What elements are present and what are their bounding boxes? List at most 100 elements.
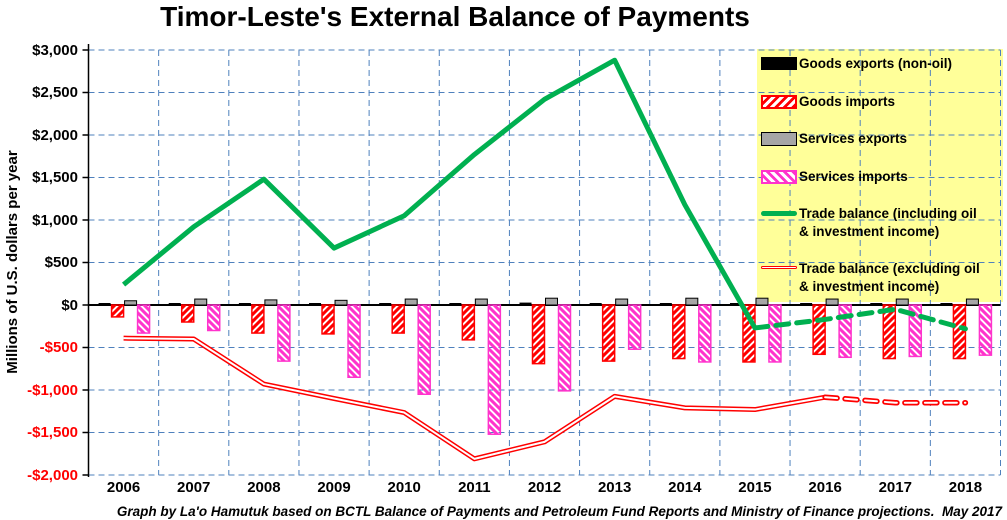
legend-swatch-line-red-icon [761,266,797,270]
bar-solid-gray-2007 [194,298,208,306]
legend-item: Goods exports (non-oil) [761,55,1001,73]
x-axis-tick-label: 2017 [878,479,912,496]
bar-hatched-magenta-2018 [978,304,993,356]
x-axis-tick-label: 2010 [387,479,421,496]
legend-label: Services exports [799,131,908,146]
legend-label: Services imports [799,168,908,184]
x-axis-tick-label: 2006 [106,479,141,496]
legend-item: Goods imports [761,93,1001,111]
bar-hatched-red-2013 [601,304,616,362]
bar-hatched-red-2011 [461,304,476,341]
source-footnote: Graph by La'o Hamutuk based on BCTL Bala… [116,504,1002,519]
legend-swatch-bar-gray-icon [761,132,797,146]
bar-solid-gray-2017 [895,298,909,306]
y-axis-tick-label: $500 [44,254,78,271]
bar-hatched-red-2016 [812,304,826,356]
bar-hatched-magenta-2010 [417,304,431,395]
bar-hatched-red-2012 [531,304,546,365]
bar-solid-black-2014 [659,303,672,306]
bar-solid-black-2011 [449,303,462,306]
y-axis-tick-label: -$1,000 [27,381,78,399]
bar-hatched-magenta-2015 [768,304,782,363]
x-axis-tick-label: 2015 [738,479,772,496]
bar-hatched-magenta-2014 [698,304,712,363]
bar-hatched-magenta-2009 [347,304,361,378]
bar-solid-gray-2014 [685,297,699,306]
y-axis-tick-label: $2,000 [32,126,78,144]
y-axis-tick-label: -$2,000 [27,466,78,484]
y-axis-tick-label: $1,500 [32,169,78,186]
bar-hatched-magenta-2012 [557,304,572,392]
legend-item: Trade balance (including oil & investmen… [761,205,1001,241]
bar-hatched-magenta-2006 [136,304,151,334]
x-axis-tick-label: 2012 [527,479,562,496]
bar-hatched-magenta-2007 [206,304,221,332]
y-axis-tick-label: -$500 [39,339,78,356]
bar-hatched-magenta-2013 [627,304,642,350]
y-axis-tick-label: $1,000 [32,211,78,229]
legend-swatch-bar-red-hatch-icon [761,94,797,109]
bar-hatched-red-2007 [180,304,195,323]
x-axis-tick-label: 2011 [458,479,491,496]
line-series [121,57,969,462]
x-axis-tick-label: 2007 [177,479,211,496]
bar-series [98,297,993,435]
bar-solid-gray-2011 [474,298,488,306]
bar-hatched-red-2008 [251,304,265,334]
legend-swatch-line-green-icon [761,211,797,216]
bar-solid-gray-2016 [825,298,839,306]
bar-solid-gray-2015 [755,297,769,306]
bar-solid-black-2016 [800,303,813,306]
bar-solid-black-2010 [379,303,392,306]
bar-solid-gray-2012 [545,297,558,306]
y-axis-tick-label: $3,000 [32,41,78,59]
bar-solid-black-2009 [309,303,322,306]
x-axis-tick-label: 2014 [668,479,702,496]
bar-hatched-red-2006 [110,304,125,318]
bar-solid-gray-2006 [124,300,138,306]
legend-background [757,49,1003,302]
bar-solid-black-2015 [729,303,742,306]
legend-item: Services imports [761,168,1001,186]
legend-item: Services exports [761,130,1001,148]
bar-hatched-red-2009 [321,304,335,335]
bar-hatched-red-2014 [672,304,686,360]
legend-label: Trade balance (excluding oil & investmen… [799,261,980,295]
bar-hatched-magenta-2011 [487,304,502,435]
bar-hatched-magenta-2017 [908,304,923,358]
chart-legend: Goods exports (non-oil) Goods imports Serv… [757,49,1003,302]
bar-hatched-red-2018 [952,304,967,360]
bar-hatched-magenta-2008 [277,304,291,362]
y-axis-tick-label: $0 [61,296,78,314]
x-axis-tick-label: 2008 [247,479,281,496]
bar-solid-black-2017 [870,303,883,306]
bar-hatched-red-2017 [882,304,897,360]
bar-solid-gray-2018 [965,298,979,306]
legend-label: Goods imports [799,93,896,109]
x-axis-tick-label: 2009 [317,479,351,496]
chart-title: Timor-Leste's External Balance of Paymen… [160,1,750,32]
y-axis-tick-label: $2,500 [32,84,78,101]
x-axis-tick-label: 2016 [808,479,842,496]
legend-item: Trade balance (excluding oil & investmen… [761,260,1001,296]
bar-solid-black-2008 [238,303,251,306]
bar-solid-black-2007 [168,303,181,306]
bar-solid-black-2012 [519,302,532,306]
bar-solid-gray-2010 [404,298,418,306]
bar-solid-black-2018 [940,303,953,306]
bar-solid-black-2013 [589,303,602,306]
legend-label: Goods exports (non-oil) [799,56,952,71]
y-axis-tick-label: -$1,500 [27,424,78,441]
bar-solid-gray-2013 [615,298,629,306]
legend-label: Trade balance (including oil & investmen… [799,206,977,239]
x-axis-tick-label: 2013 [597,479,632,496]
bar-hatched-magenta-2016 [838,304,852,359]
legend-swatch-bar-magenta-hatch-icon [761,169,797,184]
bar-solid-gray-2009 [334,299,348,306]
x-axis-tick-label: 2018 [948,479,983,496]
bar-hatched-red-2010 [391,304,405,334]
legend-swatch-bar-black-icon [761,57,797,70]
bar-solid-black-2006 [98,303,111,306]
